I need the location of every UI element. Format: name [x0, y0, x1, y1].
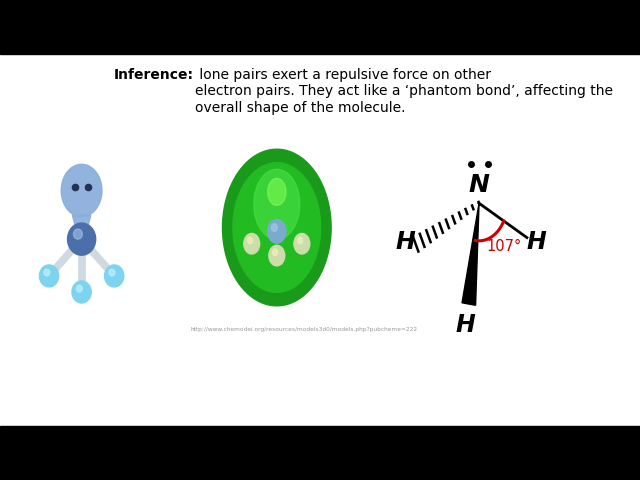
Text: H: H	[456, 312, 476, 336]
Text: Inference:: Inference:	[114, 68, 194, 82]
Text: 107°: 107°	[486, 239, 522, 253]
Circle shape	[44, 269, 50, 276]
Circle shape	[40, 265, 59, 287]
Circle shape	[294, 233, 310, 254]
Polygon shape	[61, 164, 102, 217]
Polygon shape	[233, 163, 321, 292]
Circle shape	[72, 281, 92, 303]
Polygon shape	[462, 203, 479, 305]
Circle shape	[298, 237, 303, 244]
Text: lone pairs exert a repulsive force on other
electron pairs. They act like a ‘pha: lone pairs exert a repulsive force on ot…	[195, 68, 613, 115]
Text: http://www.chemodei.org/resources/models3d0/models.php?pubcheme=222: http://www.chemodei.org/resources/models…	[191, 327, 417, 332]
Circle shape	[268, 219, 286, 243]
Circle shape	[104, 265, 124, 287]
Bar	[0, 0, 640, 54]
Text: H: H	[527, 230, 547, 254]
Polygon shape	[268, 179, 286, 205]
Circle shape	[76, 285, 83, 292]
Bar	[0, 426, 640, 480]
Circle shape	[269, 245, 285, 266]
Circle shape	[74, 229, 83, 239]
Polygon shape	[223, 149, 331, 306]
Text: H: H	[396, 230, 415, 254]
Text: N: N	[468, 173, 490, 197]
Circle shape	[109, 269, 115, 276]
Circle shape	[271, 224, 277, 231]
Circle shape	[273, 249, 278, 255]
Polygon shape	[72, 215, 91, 231]
Polygon shape	[254, 169, 300, 240]
Circle shape	[248, 237, 253, 244]
Circle shape	[68, 223, 95, 255]
Circle shape	[244, 233, 260, 254]
